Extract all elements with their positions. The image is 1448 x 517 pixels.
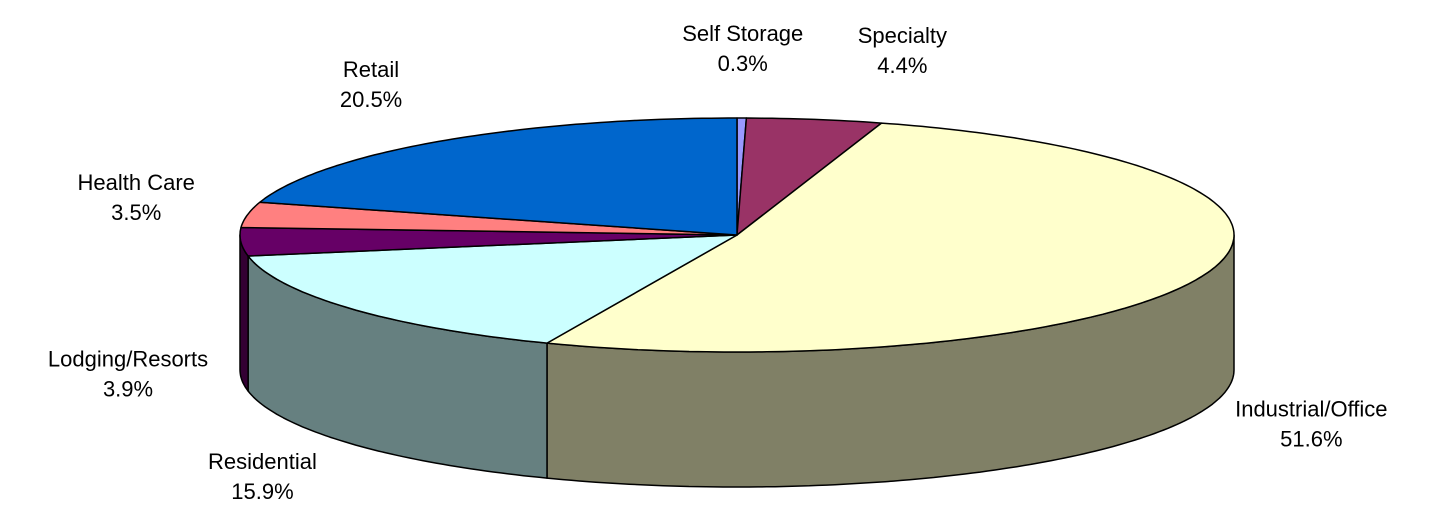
slice-label: Health Care 3.5% (78, 170, 195, 225)
slice-side (239, 234, 249, 392)
slice (247, 234, 738, 344)
slice (259, 117, 738, 236)
slice-label: Specialty 4.4% (858, 23, 947, 78)
slice-label: Retail 20.5% (340, 57, 402, 112)
category-label: Residential (208, 449, 317, 474)
category-label: Health Care (78, 170, 195, 195)
value-label: 20.5% (340, 87, 402, 112)
slice-label: Self Storage 0.3% (682, 21, 803, 76)
slice-label: Residential 15.9% (208, 449, 317, 504)
category-label: Retail (343, 57, 399, 82)
slice (736, 117, 883, 236)
value-label: 3.9% (103, 376, 153, 401)
category-label: Specialty (858, 23, 947, 48)
category-label: Lodging/Resorts (48, 346, 208, 371)
value-label: 4.4% (877, 53, 927, 78)
value-label: 15.9% (231, 479, 293, 504)
value-label: 0.3% (718, 51, 768, 76)
slice (239, 226, 738, 257)
category-label: Industrial/Office (1235, 397, 1387, 422)
value-label: 3.5% (111, 200, 161, 225)
value-label: 51.6% (1280, 427, 1342, 452)
slice (546, 122, 1235, 353)
slice-label: Industrial/Office 51.6% (1235, 397, 1387, 452)
slice-label: Lodging/Resorts 3.9% (48, 346, 208, 401)
category-label: Self Storage (682, 21, 803, 46)
